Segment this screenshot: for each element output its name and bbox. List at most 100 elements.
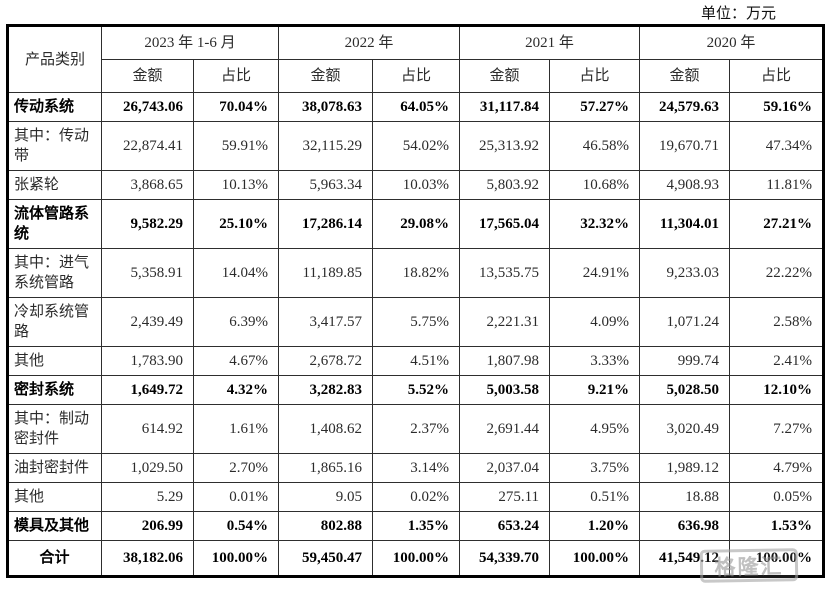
amount-cell: 9.05 (278, 482, 373, 512)
amount-cell: 653.24 (459, 511, 551, 541)
table-row: 模具及其他 206.99 0.54% 802.88 1.35% 653.24 1.20% 63… (7, 511, 825, 541)
ratio-cell: 3.14% (371, 453, 461, 483)
amount-cell: 13,535.75 (459, 248, 551, 298)
amount-cell: 41,549.12 (639, 540, 731, 577)
amount-cell: 19,670.71 (639, 121, 731, 171)
year-header-2023: 2023 年 1-6 月 (101, 25, 279, 60)
unit-label: 单位：万元 (700, 6, 776, 22)
ratio-cell: 47.34% (729, 121, 825, 171)
table-row: 冷却系统管路 2,439.49 6.39% 3,417.57 5.75% 2,221.31… (7, 297, 825, 347)
category-header-cell: 产品类别 (7, 25, 102, 93)
table-body: 传动系统 26,743.06 70.04% 38,078.63 64.05% 31,117… (7, 92, 825, 577)
ratio-cell: 18.82% (371, 248, 461, 298)
amount-cell: 2,678.72 (278, 346, 373, 376)
row-label: 其他 (7, 482, 102, 512)
amount-cell: 24,579.63 (639, 92, 731, 122)
ratio-cell: 0.02% (371, 482, 461, 512)
ratio-cell: 59.16% (729, 92, 825, 122)
ratio-header: 占比 (549, 59, 641, 93)
amount-cell: 1,029.50 (101, 453, 194, 483)
amount-cell: 22,874.41 (101, 121, 194, 171)
amount-cell: 5,358.91 (101, 248, 194, 298)
ratio-cell: 3.33% (549, 346, 641, 376)
amount-cell: 11,189.85 (278, 248, 373, 298)
amount-cell: 26,743.06 (101, 92, 194, 122)
ratio-cell: 0.51% (549, 482, 641, 512)
amount-cell: 1,989.12 (639, 453, 731, 483)
amount-cell: 636.98 (639, 511, 731, 541)
ratio-cell: 7.27% (729, 404, 825, 454)
amount-cell: 38,182.06 (101, 540, 194, 577)
row-label: 合计 (7, 540, 102, 577)
amount-header: 金额 (459, 59, 551, 93)
table-row: 密封系统 1,649.72 4.32% 3,282.83 5.52% 5,003.58 9.… (7, 375, 825, 405)
ratio-cell: 4.09% (549, 297, 641, 347)
ratio-cell: 11.81% (729, 170, 825, 200)
amount-cell: 1,408.62 (278, 404, 373, 454)
amount-cell: 59,450.47 (278, 540, 373, 577)
ratio-cell: 70.04% (193, 92, 279, 122)
amount-cell: 11,304.01 (639, 199, 731, 249)
subheader-row: 金额 占比 金额 占比 金额 占比 金额 占比 (8, 59, 825, 93)
ratio-cell: 1.61% (193, 404, 279, 454)
ratio-cell: 2.58% (729, 297, 825, 347)
amount-cell: 9,233.03 (639, 248, 731, 298)
row-label: 其中：进气系统管路 (7, 248, 102, 298)
row-label: 传动系统 (7, 92, 102, 122)
amount-cell: 3,417.57 (278, 297, 373, 347)
amount-cell: 9,582.29 (101, 199, 194, 249)
table-row: 张紧轮 3,868.65 10.13% 5,963.34 10.03% 5,803.92 1… (7, 170, 825, 200)
ratio-cell: 59.91% (193, 121, 279, 171)
amount-cell: 614.92 (101, 404, 194, 454)
ratio-cell: 25.10% (193, 199, 279, 249)
amount-cell: 1,649.72 (101, 375, 194, 405)
year-header-2022: 2022 年 (277, 25, 461, 60)
ratio-cell: 6.39% (193, 297, 279, 347)
table-row: 油封密封件 1,029.50 2.70% 1,865.16 3.14% 2,037.04 3… (7, 453, 825, 483)
amount-cell: 5,803.92 (459, 170, 551, 200)
ratio-cell: 0.54% (193, 511, 279, 541)
amount-cell: 1,807.98 (459, 346, 551, 376)
amount-cell: 275.11 (459, 482, 551, 512)
table-row: 合计 38,182.06 100.00% 59,450.47 100.00% 54,339… (7, 540, 825, 577)
row-label: 冷却系统管路 (7, 297, 102, 347)
ratio-cell: 4.32% (193, 375, 279, 405)
row-label: 流体管路系统 (7, 199, 102, 249)
row-label: 其他 (7, 346, 102, 376)
ratio-cell: 24.91% (549, 248, 641, 298)
amount-cell: 17,565.04 (459, 199, 551, 249)
ratio-cell: 14.04% (193, 248, 279, 298)
ratio-cell: 10.68% (549, 170, 641, 200)
table-row: 传动系统 26,743.06 70.04% 38,078.63 64.05% 31,117… (7, 92, 825, 122)
table-row: 其他 1,783.90 4.67% 2,678.72 4.51% 1,807.98 3.33… (7, 346, 825, 376)
amount-cell: 1,865.16 (278, 453, 373, 483)
ratio-cell: 22.22% (729, 248, 825, 298)
ratio-cell: 57.27% (549, 92, 641, 122)
ratio-cell: 100.00% (371, 540, 461, 577)
amount-cell: 4,908.93 (639, 170, 731, 200)
ratio-cell: 4.95% (549, 404, 641, 454)
row-label: 油封密封件 (7, 453, 102, 483)
product-revenue-table: 产品类别 2023 年 1-6 月 2022 年 2021 年 2020 年 金… (6, 24, 826, 578)
row-label: 模具及其他 (7, 511, 102, 541)
ratio-cell: 27.21% (729, 199, 825, 249)
ratio-cell: 1.20% (549, 511, 641, 541)
amount-cell: 5,028.50 (639, 375, 731, 405)
ratio-cell: 5.75% (371, 297, 461, 347)
table-row: 其中：制动密封件 614.92 1.61% 1,408.62 2.37% 2,691.44… (7, 404, 825, 454)
amount-cell: 3,868.65 (101, 170, 194, 200)
amount-cell: 5,003.58 (459, 375, 551, 405)
ratio-cell: 2.41% (729, 346, 825, 376)
amount-cell: 206.99 (101, 511, 194, 541)
amount-cell: 31,117.84 (459, 92, 551, 122)
amount-cell: 3,020.49 (639, 404, 731, 454)
amount-header: 金额 (101, 59, 194, 93)
amount-header: 金额 (639, 59, 731, 93)
amount-cell: 54,339.70 (459, 540, 551, 577)
ratio-cell: 100.00% (193, 540, 279, 577)
ratio-cell: 2.37% (371, 404, 461, 454)
table-row: 其他 5.29 0.01% 9.05 0.02% 275.11 0.51% 18.88 0.05… (7, 482, 825, 512)
ratio-cell: 12.10% (729, 375, 825, 405)
amount-cell: 999.74 (639, 346, 731, 376)
row-label: 密封系统 (7, 375, 102, 405)
